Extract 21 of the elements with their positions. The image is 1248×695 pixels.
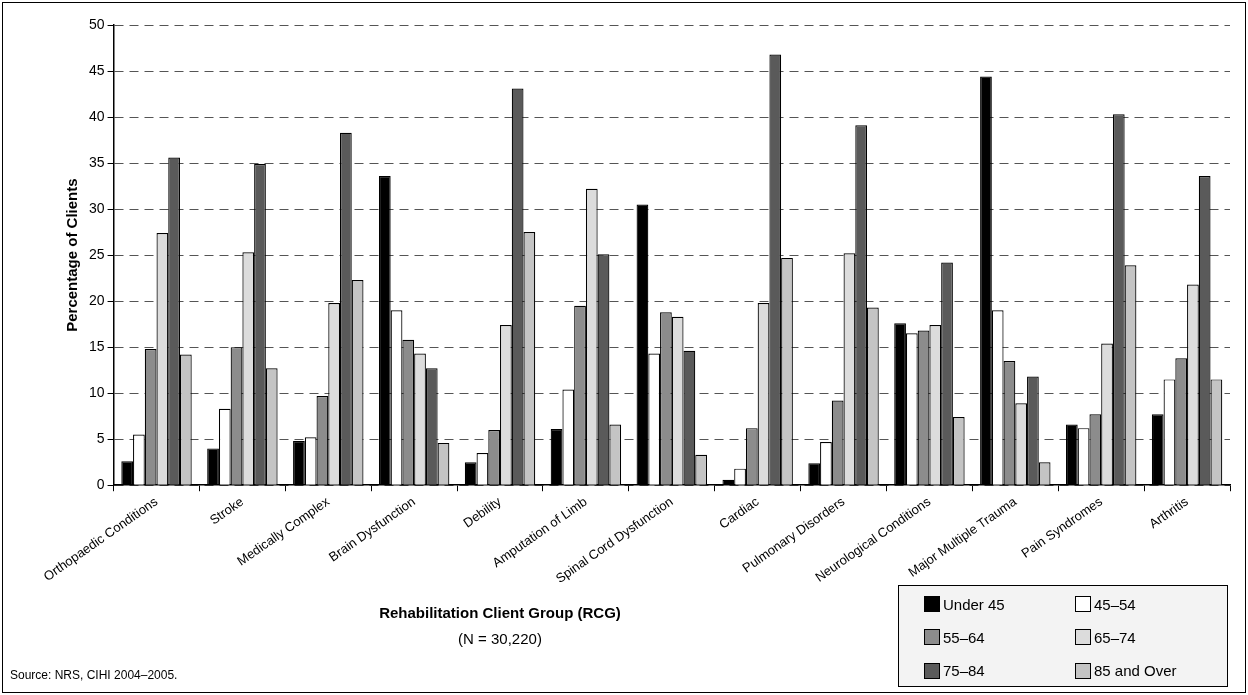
y-tick-label: 10 — [88, 384, 105, 401]
y-tick-label: 50 — [88, 15, 105, 32]
legend-label: 75–84 — [942, 661, 986, 681]
legend-label: 85 and Over — [1093, 661, 1178, 681]
y-tick-label: 0 — [96, 476, 105, 493]
y-tick-label: 15 — [88, 338, 105, 355]
legend-label: 65–74 — [1093, 627, 1137, 648]
legend-label: 45–54 — [1093, 594, 1137, 614]
y-axis-title: Percentage of Clients — [63, 178, 81, 332]
y-tick-label: 40 — [88, 107, 105, 124]
y-tick-label: 20 — [88, 292, 105, 308]
y-tick-label: 45 — [88, 61, 105, 78]
text: (N = 30,220) — [457, 630, 543, 647]
source-note: Source: NRS, CIHI 2004–2005. — [10, 668, 178, 682]
legend-label: 55–64 — [942, 627, 986, 648]
y-tick-label: 35 — [88, 153, 105, 170]
legend-label: Under 45 — [942, 594, 1006, 614]
y-tick-label: 5 — [96, 430, 105, 447]
x-axis-title: Rehabilitation Client Group (RCG) — [378, 604, 622, 621]
y-tick-label: 25 — [88, 245, 105, 262]
y-tick-label: 30 — [88, 199, 105, 216]
